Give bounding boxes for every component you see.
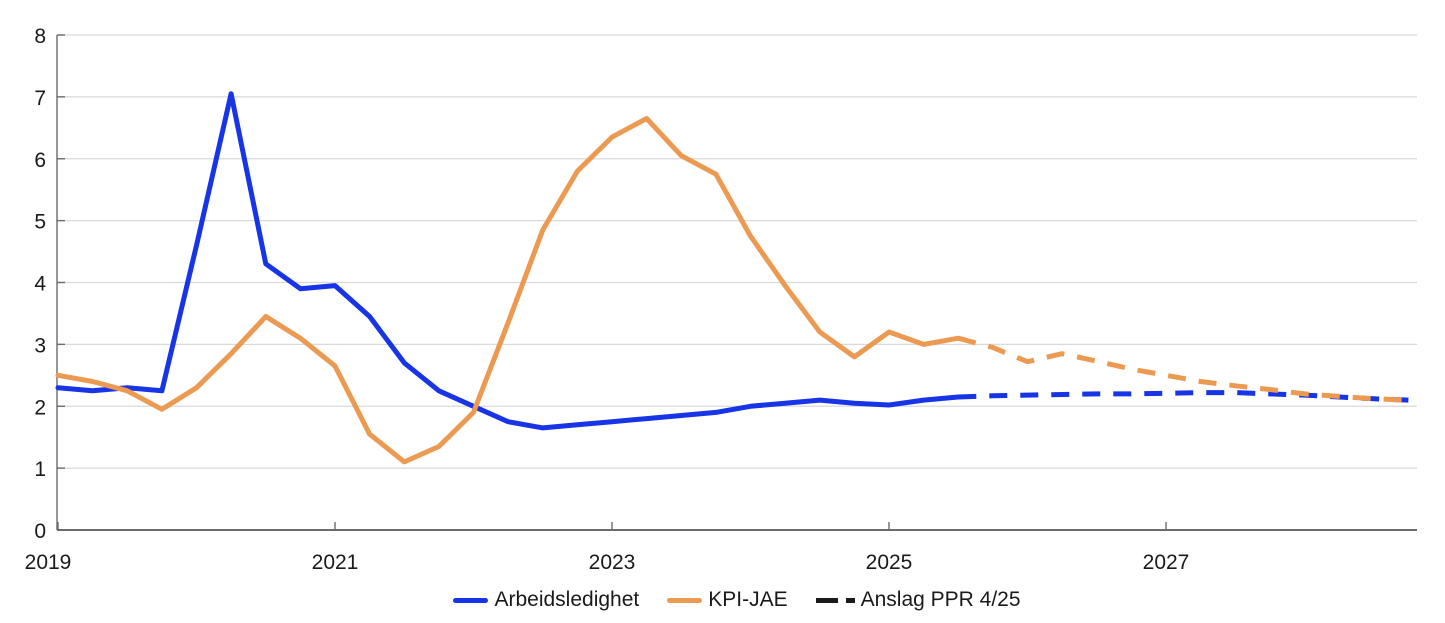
legend-label-kpi-jae: KPI-JAE xyxy=(708,588,788,611)
legend-dash-long xyxy=(815,597,838,603)
series-line-forecast-kpi-jae xyxy=(957,335,1409,403)
x-tick-label: 2025 xyxy=(866,551,913,574)
legend-line-sample-arbeidsledighet xyxy=(453,597,489,603)
y-tick-label: 8 xyxy=(34,25,46,48)
legend-item-arbeidsledighet: Arbeidsledighet xyxy=(453,587,639,613)
y-tick-label: 5 xyxy=(34,211,46,234)
series-line-kpi-jae xyxy=(55,116,961,465)
legend-line-sample-kpi-jae xyxy=(667,597,703,603)
legend-dashed-line-sample-anslag xyxy=(815,597,855,603)
legend-item-kpi-jae: KPI-JAE xyxy=(667,587,788,613)
chart-legend: Arbeidsledighet KPI-JAE Anslag PPR 4/25 xyxy=(57,587,1417,613)
y-tick-label: 7 xyxy=(34,87,46,110)
x-tick-label: 2019 xyxy=(25,551,72,574)
series-line-arbeidsledighet xyxy=(55,91,961,431)
x-tick-label: 2021 xyxy=(312,551,359,574)
legend-label-arbeidsledighet: Arbeidsledighet xyxy=(494,588,640,611)
legend-label-anslag-ppr: Anslag PPR 4/25 xyxy=(860,588,1021,611)
series-line-forecast-arbeidsledighet xyxy=(958,390,1409,403)
y-tick-label: 4 xyxy=(34,273,46,296)
y-tick-label: 0 xyxy=(34,520,46,543)
legend-item-anslag-ppr: Anslag PPR 4/25 xyxy=(815,587,1021,613)
y-tick-label: 2 xyxy=(34,396,46,419)
y-tick-label: 1 xyxy=(34,458,46,481)
y-tick-label: 6 xyxy=(34,149,46,172)
legend-dash-short xyxy=(845,597,855,603)
y-tick-label: 3 xyxy=(34,334,46,357)
x-tick-label: 2023 xyxy=(589,551,636,574)
x-tick-label: 2027 xyxy=(1143,551,1190,574)
